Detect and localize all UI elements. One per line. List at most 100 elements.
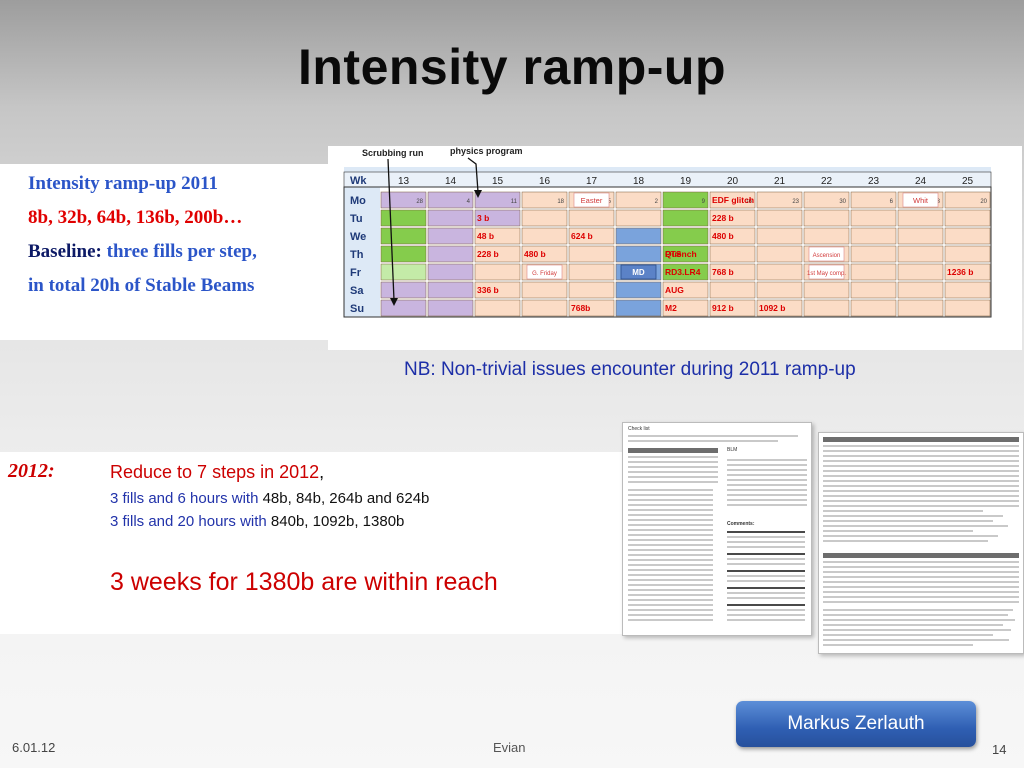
calendar-cell <box>662 227 709 245</box>
blm-heading: BLM <box>727 447 738 453</box>
calendar-cell <box>474 209 521 227</box>
monday-date: 18 <box>557 199 564 205</box>
calendar-cell <box>615 191 662 209</box>
calendar-cell <box>521 227 568 245</box>
calendar-cell <box>850 263 897 281</box>
week-number: 25 <box>962 176 974 187</box>
calendar-cell <box>756 299 803 317</box>
week-number: 18 <box>633 176 645 187</box>
calendar-cell <box>427 191 474 209</box>
calendar-cell <box>474 245 521 263</box>
plan-2012-box: 2012: Reduce to 7 steps in 2012, 3 fills… <box>0 452 630 634</box>
slide-title: Intensity ramp-up <box>298 39 726 95</box>
calendar-note: 480 b <box>712 231 734 241</box>
calendar-cell <box>380 281 427 299</box>
calendar-cell <box>897 245 944 263</box>
calendar-cell <box>380 245 427 263</box>
calendar-note: 768 b <box>712 267 734 277</box>
calendar-note: Quench <box>665 249 697 259</box>
author-badge: Markus Zerlauth <box>736 701 976 747</box>
calendar-cell <box>897 281 944 299</box>
week-number: 23 <box>868 176 880 187</box>
calendar-cell <box>897 227 944 245</box>
plan-line-3-label: 3 fills and 20 hours with <box>110 513 271 530</box>
calendar-cell <box>615 299 662 317</box>
calendar-cell <box>568 227 615 245</box>
calendar-cell <box>803 299 850 317</box>
calendar-cell <box>756 245 803 263</box>
holiday-box <box>573 192 610 208</box>
blm-document-thumbnail <box>818 432 1024 654</box>
calendar-cell <box>850 227 897 245</box>
calendar-cell <box>427 299 474 317</box>
day-label: Mo <box>350 195 366 207</box>
ramp-up-calendar: AprMayJuneWk13141516171819202122232425Mo… <box>343 146 992 318</box>
day-label: Fr <box>350 267 362 279</box>
holiday-box <box>808 246 845 262</box>
monday-date: 30 <box>839 199 846 205</box>
calendar-cell <box>474 191 521 209</box>
summary-line-3: Baseline: three fills per step, <box>28 241 257 263</box>
plan-line-2-values: 48b, 84b, 264b and 624b <box>262 490 430 507</box>
calendar-cell <box>709 281 756 299</box>
calendar-note: 912 b <box>712 303 734 313</box>
calendar-2011-panel: AprMayJuneWk13141516171819202122232425Mo… <box>328 146 1022 350</box>
physics-arrow-head <box>474 190 482 198</box>
week-number: 20 <box>727 176 739 187</box>
calendar-cell <box>474 281 521 299</box>
monday-date: 4 <box>467 199 471 205</box>
plan-line-2: 3 fills and 6 hours with 48b, 84b, 264b … <box>110 490 429 507</box>
week-number: 19 <box>680 176 692 187</box>
calendar-note: 48 b <box>477 231 494 241</box>
calendar-cell <box>756 227 803 245</box>
calendar-cell <box>380 209 427 227</box>
calendar-cell <box>568 209 615 227</box>
baseline-label: Baseline: <box>28 241 102 262</box>
scrubbing-arrow-head <box>390 298 398 306</box>
week-number: 21 <box>774 176 786 187</box>
summary-line-4: in total 20h of Stable Beams <box>28 275 255 296</box>
calendar-cell <box>427 227 474 245</box>
calendar-cell <box>615 227 662 245</box>
calendar-cell <box>850 281 897 299</box>
calendar-note: 768b <box>571 303 590 313</box>
baseline-text: three fills per step, <box>101 241 257 262</box>
week-number: 17 <box>586 176 598 187</box>
week-header-band <box>343 171 992 188</box>
calendar-cell <box>521 209 568 227</box>
holiday-label: Whit <box>913 196 929 205</box>
calendar-note: M2 <box>665 303 677 313</box>
holiday-label: Ascension <box>813 253 841 259</box>
calendar-cell <box>380 299 427 317</box>
calendar-cell <box>709 245 756 263</box>
year-label: 2012: <box>8 460 55 482</box>
calendar-cell <box>662 281 709 299</box>
calendar-cell <box>897 209 944 227</box>
monday-date: 28 <box>416 199 423 205</box>
plan-line-3: 3 fills and 20 hours with 840b, 1092b, 1… <box>110 513 404 530</box>
calendar-cell <box>756 281 803 299</box>
plan-line-1-comma: , <box>319 462 325 482</box>
calendar-cell <box>427 209 474 227</box>
calendar-cell <box>897 299 944 317</box>
holiday-label: 1st May comp. <box>807 271 846 277</box>
calendar-note: 228 b <box>477 249 499 259</box>
week-number: 14 <box>445 176 457 187</box>
holiday-label: Easter <box>581 196 603 205</box>
day-label: Sa <box>350 285 364 297</box>
scrubbing-annotation: Scrubbing run <box>362 148 424 158</box>
calendar-cell <box>944 245 991 263</box>
day-label: Tu <box>350 213 363 225</box>
md-box <box>620 264 657 280</box>
calendar-cell <box>944 263 991 281</box>
calendar-cell <box>380 263 427 281</box>
monday-date: 9 <box>702 199 706 205</box>
calendar-note: 1236 b <box>947 267 973 277</box>
calendar-cell <box>803 281 850 299</box>
comments-heading: Comments: <box>727 521 755 527</box>
calendar-cell <box>944 209 991 227</box>
week-number: 22 <box>821 176 833 187</box>
calendar-cell <box>662 191 709 209</box>
week-number: 15 <box>492 176 504 187</box>
calendar-cell <box>850 191 897 209</box>
